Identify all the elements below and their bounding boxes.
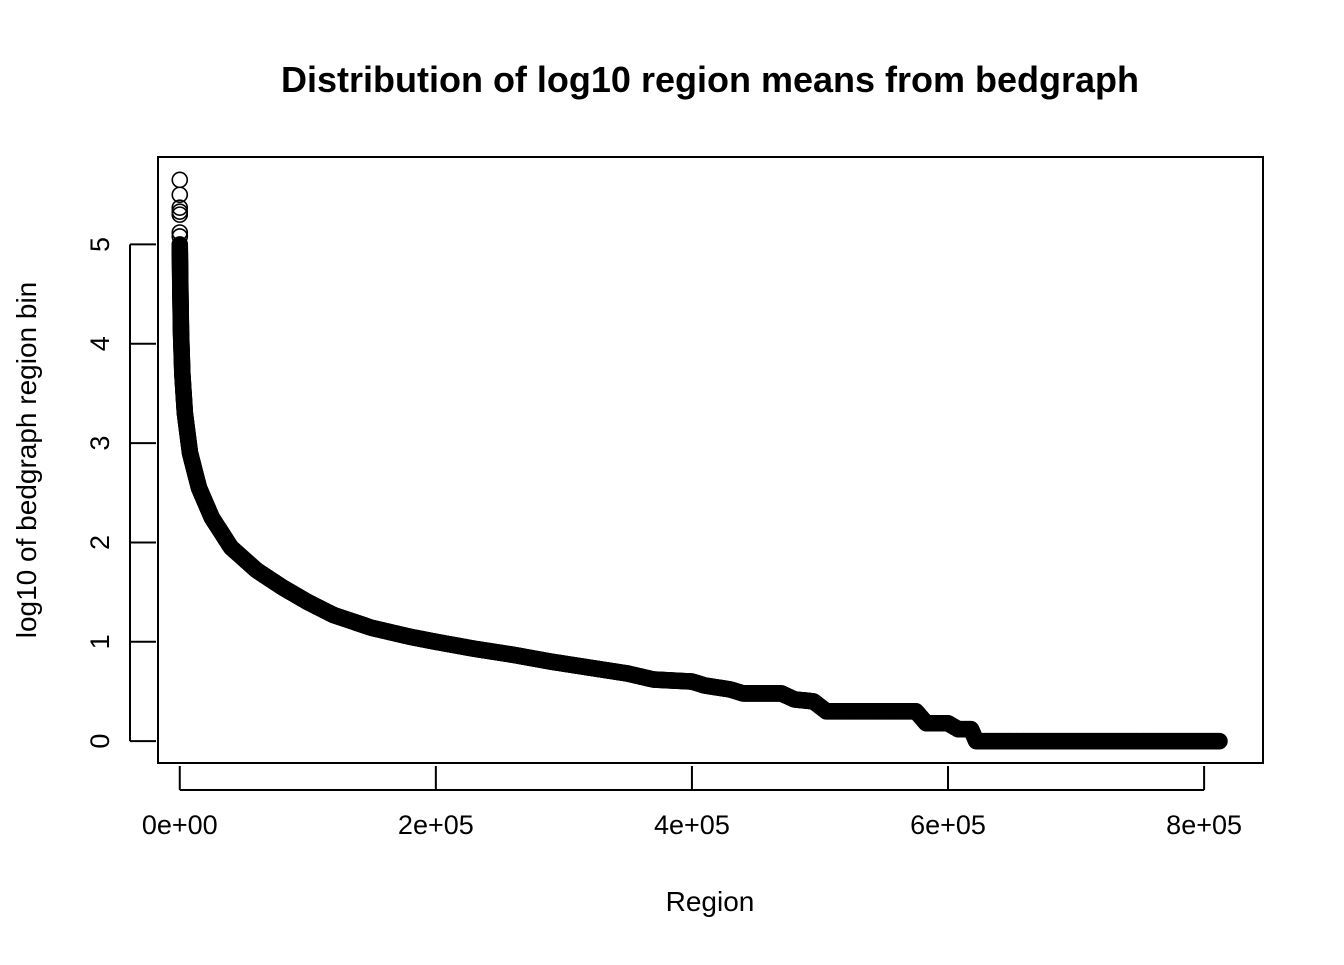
x-tick-label: 0e+00 xyxy=(142,810,218,840)
y-tick-label: 2 xyxy=(85,535,115,550)
data-points xyxy=(171,171,1228,750)
outlier-point xyxy=(171,186,189,204)
y-tick-label: 5 xyxy=(85,237,115,252)
outlier-point xyxy=(171,206,189,223)
y-axis-label: log10 of bedgraph region bin xyxy=(11,282,42,639)
x-axis-label: Region xyxy=(666,886,755,917)
x-tick-label: 6e+05 xyxy=(910,810,986,840)
outlier-point xyxy=(171,199,189,216)
chart-title: Distribution of log10 region means from … xyxy=(281,59,1139,100)
y-tick-label: 3 xyxy=(85,436,115,451)
plot-frame xyxy=(157,156,1264,764)
outlier-point xyxy=(171,228,189,245)
y-tick-label: 1 xyxy=(85,634,115,649)
x-tick-label: 4e+05 xyxy=(654,810,730,840)
y-tick-label: 0 xyxy=(85,734,115,749)
x-tick-label: 2e+05 xyxy=(398,810,474,840)
axes: 0e+00 2e+05 4e+05 6e+05 8e+05 0 1 2 3 4 5 xyxy=(85,237,1242,840)
outlier-point xyxy=(171,224,189,241)
y-tick-label: 4 xyxy=(85,336,115,351)
data-point xyxy=(1211,732,1228,750)
x-tick-label: 8e+05 xyxy=(1166,810,1242,840)
